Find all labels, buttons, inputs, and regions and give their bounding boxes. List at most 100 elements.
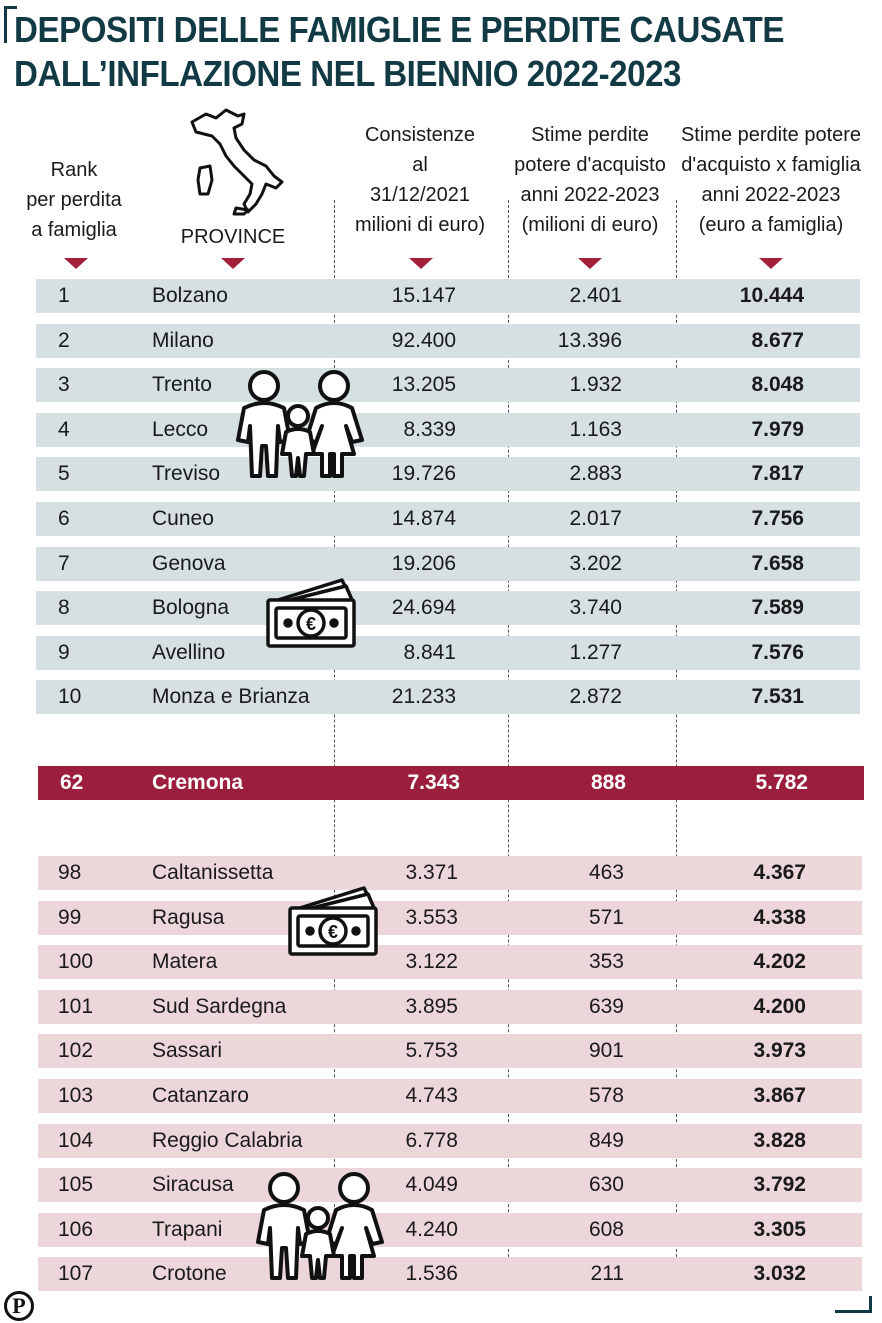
rank-cell: 107 (58, 1262, 94, 1286)
province-cell: Bologna (152, 596, 230, 620)
province-cell: Avellino (152, 640, 226, 664)
perdite-cell: 1.277 (569, 640, 622, 664)
family-icon (236, 370, 364, 478)
rank-cell: 10 (58, 685, 82, 709)
famiglia-cell: 3.828 (753, 1128, 806, 1152)
perdite-cell: 888 (590, 771, 626, 794)
table-row: 9 Avellino 8.841 1.277 7.576 (36, 635, 860, 670)
sort-consistenze-icon (409, 258, 433, 269)
famiglia-cell: 3.792 (753, 1173, 806, 1197)
rank-cell: 7 (58, 551, 70, 575)
header-rank: Rank per perdita a famiglia (26, 159, 122, 241)
famiglia-cell: 4.338 (753, 905, 806, 929)
province-cell: Catanzaro (152, 1084, 249, 1107)
header-famiglia: Stime perdite potere d'acquisto x famigl… (680, 124, 862, 236)
table-row: 3 Trento 13.205 1.932 8.048 (36, 368, 860, 403)
header-consistenze: Consistenze al 31/12/2021 milioni di eur… (354, 124, 486, 236)
consistenze-cell: 21.233 (391, 685, 456, 709)
famiglia-cell: 8.677 (751, 328, 804, 352)
rank-cell: 62 (60, 771, 84, 794)
sort-famiglia-icon (759, 258, 783, 269)
column-divider (334, 200, 335, 1282)
rank-cell: 3 (58, 373, 70, 397)
column-divider (676, 200, 677, 1282)
corner-mark-bottom (835, 1296, 872, 1313)
consistenze-cell: 8.339 (403, 417, 456, 441)
table-row: 102 Sassari 5.753 901 3.973 (38, 1034, 862, 1069)
famiglia-cell: 7.589 (751, 596, 804, 620)
perdite-cell: 2.401 (569, 284, 622, 307)
perdite-cell: 211 (590, 1262, 624, 1286)
province-cell: Cuneo (152, 507, 214, 530)
publisher-logo: P (4, 1291, 34, 1321)
rank-cell: 4 (58, 417, 70, 441)
perdite-cell: 578 (588, 1084, 624, 1107)
italy-map-icon (190, 108, 284, 216)
province-cell: Treviso (152, 462, 221, 486)
famiglia-cell: 10.444 (739, 284, 804, 307)
table-row: 107 Crotone 1.536 211 3.032 (38, 1257, 862, 1292)
province-cell: Genova (152, 551, 226, 575)
svg-text:€: € (328, 922, 338, 942)
famiglia-cell: 4.367 (753, 861, 806, 884)
perdite-cell: 3.202 (569, 551, 622, 575)
table-row: 8 Bologna 24.694 3.740 7.589 (36, 591, 860, 626)
svg-text:€: € (306, 614, 316, 634)
perdite-cell: 353 (588, 950, 624, 974)
famiglia-cell: 7.979 (751, 417, 804, 441)
province-cell: Ragusa (152, 905, 225, 929)
rank-cell: 101 (58, 994, 94, 1018)
rank-cell: 8 (58, 596, 70, 620)
rank-cell: 99 (58, 905, 82, 929)
famiglia-cell: 7.756 (751, 507, 804, 530)
rank-cell: 9 (58, 640, 70, 664)
perdite-cell: 571 (588, 905, 624, 929)
perdite-cell: 639 (588, 994, 624, 1018)
sort-perdite-icon (578, 258, 602, 269)
rank-cell: 1 (58, 284, 70, 307)
page-title: DEPOSITI DELLE FAMIGLIE E PERDITE CAUSAT… (14, 8, 805, 96)
corner-mark-top (4, 6, 17, 43)
famiglia-cell: 5.782 (755, 771, 808, 794)
perdite-cell: 2.883 (569, 462, 622, 486)
consistenze-cell: 1.536 (405, 1262, 458, 1286)
rank-cell: 2 (58, 328, 70, 352)
famiglia-cell: 4.200 (753, 994, 806, 1018)
province-cell: Siracusa (152, 1173, 234, 1197)
table-row: 6 Cuneo 14.874 2.017 7.756 (36, 502, 860, 536)
province-cell: Crotone (152, 1262, 227, 1286)
perdite-cell: 608 (588, 1217, 624, 1241)
province-cell: Monza e Brianza (152, 685, 310, 709)
province-cell: Trapani (152, 1217, 223, 1241)
table-row: 4 Lecco 8.339 1.163 7.979 (36, 412, 860, 447)
consistenze-cell: 92.400 (391, 328, 456, 352)
famiglia-cell: 7.531 (751, 685, 804, 709)
famiglia-cell: 7.658 (751, 551, 804, 575)
province-cell: Matera (152, 950, 218, 974)
consistenze-cell: 4.049 (405, 1173, 458, 1197)
header-province: PROVINCE (180, 226, 286, 248)
consistenze-cell: 14.874 (391, 507, 456, 530)
table-row: 106 Trapani 4.240 608 3.305 (38, 1212, 862, 1247)
table-row: 105 Siracusa 4.049 630 3.792 (38, 1168, 862, 1203)
consistenze-cell: 7.343 (407, 771, 460, 794)
header-perdite: Stime perdite potere d'acquisto anni 202… (514, 124, 666, 236)
highlight-row: 62 Cremona 7.343 888 5.782 (38, 766, 864, 800)
rank-cell: 98 (58, 861, 82, 884)
consistenze-cell: 3.122 (405, 950, 458, 974)
rank-cell: 102 (58, 1039, 94, 1063)
title-line-1: DEPOSITI DELLE FAMIGLIE E PERDITE CAUSAT… (14, 9, 784, 50)
sort-rank-icon (64, 258, 88, 269)
rank-cell: 105 (58, 1173, 94, 1197)
province-cell: Bolzano (152, 284, 228, 307)
consistenze-cell: 19.726 (391, 462, 456, 486)
table-row: 101 Sud Sardegna 3.895 639 4.200 (38, 989, 862, 1024)
family-icon (256, 1172, 384, 1280)
rank-cell: 6 (58, 507, 70, 530)
rank-cell: 106 (58, 1217, 94, 1241)
perdite-cell: 3.740 (569, 596, 622, 620)
perdite-cell: 1.932 (569, 373, 622, 397)
perdite-cell: 463 (588, 861, 624, 884)
province-cell: Lecco (152, 417, 209, 441)
province-cell: Trento (152, 373, 212, 397)
